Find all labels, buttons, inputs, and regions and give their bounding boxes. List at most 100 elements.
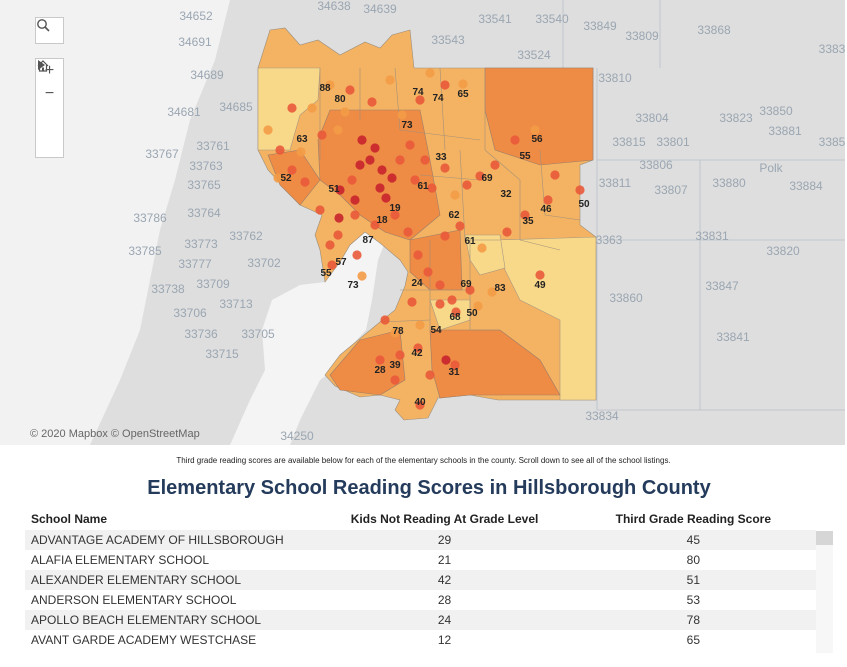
school-dot[interactable] (530, 125, 540, 135)
school-dot[interactable] (435, 280, 445, 290)
school-dot[interactable] (435, 299, 445, 309)
school-dot[interactable] (550, 170, 560, 180)
table-scrollbar[interactable] (816, 531, 833, 653)
table-row[interactable]: AVANT GARDE ACADEMY WESTCHASE 12 65 (25, 630, 816, 650)
school-dot[interactable] (380, 315, 390, 325)
school-dot[interactable] (423, 267, 433, 277)
school-dot[interactable] (450, 360, 460, 370)
school-dot[interactable] (441, 355, 451, 365)
school-dot[interactable] (325, 240, 335, 250)
school-dot[interactable] (335, 185, 345, 195)
school-dot[interactable] (345, 85, 355, 95)
school-dot[interactable] (410, 175, 420, 185)
school-dot[interactable] (340, 107, 350, 117)
school-dot[interactable] (273, 173, 283, 183)
header-not-reading[interactable]: Kids Not Reading At Grade Level (350, 512, 539, 526)
school-dot[interactable] (395, 155, 405, 165)
school-dot[interactable] (365, 155, 375, 165)
school-dot[interactable] (390, 375, 400, 385)
school-dot[interactable] (377, 165, 387, 175)
school-dot[interactable] (425, 370, 435, 380)
search-icon[interactable] (36, 18, 63, 43)
school-dot[interactable] (375, 183, 385, 193)
school-dot[interactable] (465, 285, 475, 295)
map-attribution[interactable]: © 2020 Mapbox © OpenStreetMap (30, 428, 200, 440)
header-reading-score[interactable]: Third Grade Reading Score (615, 512, 771, 526)
school-dot[interactable] (502, 227, 512, 237)
school-dot[interactable] (535, 270, 545, 280)
school-dot[interactable] (405, 140, 415, 150)
search-control[interactable] (35, 17, 64, 44)
home-icon[interactable] (36, 60, 63, 128)
school-dot[interactable] (333, 125, 343, 135)
school-dot[interactable] (370, 143, 380, 153)
play-icon[interactable] (36, 60, 63, 157)
school-dot[interactable] (390, 210, 400, 220)
school-dot[interactable] (451, 307, 461, 317)
school-dot[interactable] (415, 400, 425, 410)
school-dot[interactable] (334, 213, 344, 223)
school-dot[interactable] (370, 220, 380, 230)
school-dot[interactable] (458, 79, 468, 89)
school-dot[interactable] (325, 80, 335, 90)
school-dot[interactable] (425, 68, 435, 78)
school-dot[interactable] (510, 135, 520, 145)
school-dot[interactable] (427, 183, 437, 193)
school-dot[interactable] (347, 175, 357, 185)
table-row[interactable]: ADVANTAGE ACADEMY OF HILLSBOROUGH 29 45 (25, 530, 816, 550)
header-school-name[interactable]: School Name (31, 512, 108, 526)
school-dot[interactable] (390, 328, 400, 338)
zoom-out-button[interactable]: − (44, 84, 55, 102)
school-dot[interactable] (395, 350, 405, 360)
school-dot[interactable] (413, 250, 423, 260)
school-dot[interactable] (475, 171, 485, 181)
schools-table-container[interactable]: School Name Kids Not Reading At Grade Le… (25, 508, 833, 653)
school-dot[interactable] (455, 221, 465, 231)
school-dot[interactable] (462, 180, 472, 190)
school-dot[interactable] (315, 205, 325, 215)
table-row[interactable]: ANDERSON ELEMENTARY SCHOOL 28 53 (25, 590, 816, 610)
school-dot[interactable] (317, 130, 327, 140)
school-dot[interactable] (263, 125, 273, 135)
school-dot[interactable] (287, 103, 297, 113)
school-dot[interactable] (447, 295, 457, 305)
school-dot[interactable] (385, 75, 395, 85)
school-dot[interactable] (440, 163, 450, 173)
zoom-in-button[interactable]: + (44, 61, 55, 79)
school-dot[interactable] (275, 145, 285, 155)
table-row[interactable]: ALAFIA ELEMENTARY SCHOOL 21 80 (25, 550, 816, 570)
school-dot[interactable] (327, 260, 337, 270)
school-dot[interactable] (333, 230, 343, 240)
school-dot[interactable] (450, 190, 460, 200)
school-dot[interactable] (381, 193, 391, 203)
school-dot[interactable] (350, 195, 360, 205)
school-dot[interactable] (440, 80, 450, 90)
school-dot[interactable] (477, 243, 487, 253)
school-dot[interactable] (350, 210, 360, 220)
school-dot[interactable] (387, 173, 397, 183)
school-dot[interactable] (287, 165, 297, 175)
school-dot[interactable] (375, 355, 385, 365)
school-dot[interactable] (357, 271, 367, 281)
school-dot[interactable] (413, 343, 423, 353)
school-dot[interactable] (543, 195, 553, 205)
school-dot[interactable] (357, 135, 367, 145)
school-dot[interactable] (367, 97, 377, 107)
school-dot[interactable] (407, 297, 417, 307)
school-dot[interactable] (473, 301, 483, 311)
school-dot[interactable] (355, 160, 365, 170)
school-dot[interactable] (415, 95, 425, 105)
map-view[interactable]: 88 80 74 74 65 73 63 56 55 52 33 69 51 61 32 46 50 18 19 62… (0, 0, 845, 445)
school-dot[interactable] (403, 227, 413, 237)
school-dot[interactable] (352, 250, 362, 260)
school-dot[interactable] (420, 155, 430, 165)
school-dot[interactable] (307, 103, 317, 113)
school-dot[interactable] (490, 160, 500, 170)
school-dot[interactable] (397, 110, 407, 120)
table-row[interactable]: APOLLO BEACH ELEMENTARY SCHOOL 24 78 (25, 610, 816, 630)
school-dot[interactable] (487, 287, 497, 297)
school-dot[interactable] (575, 185, 585, 195)
school-dot[interactable] (415, 320, 425, 330)
table-row[interactable]: ALEXANDER ELEMENTARY SCHOOL 42 51 (25, 570, 816, 590)
school-dot[interactable] (296, 147, 306, 157)
